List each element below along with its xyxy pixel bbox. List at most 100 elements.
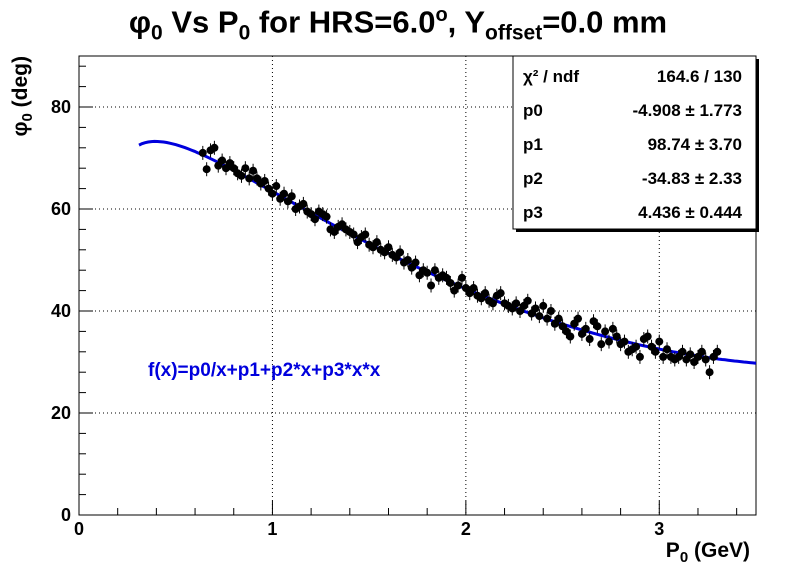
x-axis-title-main: P [666,539,680,562]
marker [601,327,610,336]
y-axis-title-main: φ [9,122,32,137]
marker [322,212,331,221]
marker [396,248,405,257]
data-point [705,365,714,380]
data-point [280,186,289,201]
title-mid: for HRS=6.0 [250,4,436,40]
title-sub0: 0 [151,21,163,45]
data-point [597,337,606,352]
marker [481,289,490,298]
marker [446,278,455,287]
y-axis-title: φ0 (deg) [9,56,36,137]
marker [659,352,668,361]
marker [372,238,381,247]
data-point [249,163,258,178]
data-point [245,171,254,186]
data-point [608,321,617,336]
marker [663,345,672,354]
data-point [593,319,602,334]
x-tick-label: 2 [461,519,471,539]
data-point [566,329,575,344]
data-point [581,321,590,336]
data-point [543,311,552,326]
data-point [643,329,652,344]
marker [430,266,439,275]
data-point [612,329,621,344]
marker [713,347,722,356]
marker [566,332,575,341]
plot-frame [78,55,757,516]
y-tick-label: 0 [61,505,71,525]
marker [241,164,250,173]
marker [469,284,478,293]
stats-label: p2 [523,169,543,188]
data-point [427,278,436,293]
marker [535,312,544,321]
marker [608,324,617,333]
marker [597,340,606,349]
stats-label: p0 [523,101,543,120]
marker [349,230,358,239]
stats-value: 98.74 ± 3.70 [648,135,742,154]
data-point [241,161,250,176]
stats-label: p1 [523,135,543,154]
marker [705,368,714,377]
data-point [635,349,644,364]
marker [384,243,393,252]
marker [593,322,602,331]
marker [411,258,420,267]
data-point [546,304,555,318]
data-point [651,344,660,359]
marker [210,143,219,152]
data-point [574,311,583,326]
marker [523,296,532,305]
data-point [372,235,381,250]
stats-value: 4.436 ± 0.444 [638,203,742,222]
marker [496,289,505,298]
data-point [411,255,420,270]
data-point [202,162,211,177]
y-axis-title-unit: (deg) [9,56,32,113]
data-point [423,265,432,280]
marker [427,281,436,290]
marker [543,314,552,323]
title-comma: , Y [447,4,486,40]
x-axis-title-sub: 0 [680,549,688,566]
data-point [268,186,277,201]
marker [574,314,583,323]
x-axis-title-unit: (GeV) [688,539,750,562]
data-point [446,275,455,290]
data-point [310,212,319,227]
marker [581,324,590,333]
title-end: =0.0 mm [542,4,668,40]
marker [268,189,277,198]
y-tick-label: 40 [51,301,71,321]
marker [635,352,644,361]
marker [678,347,687,356]
stats-value: -4.908 ± 1.773 [632,101,742,120]
stats-label: χ² / ndf [523,67,579,86]
title-vs: Vs P [162,4,239,40]
marker [546,307,555,315]
marker [539,301,548,310]
marker [620,337,629,346]
marker [701,355,710,364]
marker [651,347,660,356]
marker [299,199,308,208]
y-tick-label: 20 [51,403,71,423]
data-point [620,334,629,349]
data-point [403,253,412,267]
data-point [488,296,497,311]
marker [612,332,621,341]
data-point [678,344,687,359]
title-sub1: 0 [238,21,251,45]
marker [643,332,652,341]
data-point [457,270,466,285]
data-point [554,311,563,326]
data-point [260,173,269,188]
stats-frame [512,55,757,230]
marker [454,281,463,290]
point-layer [198,140,722,380]
x-tick-label: 1 [267,519,277,539]
